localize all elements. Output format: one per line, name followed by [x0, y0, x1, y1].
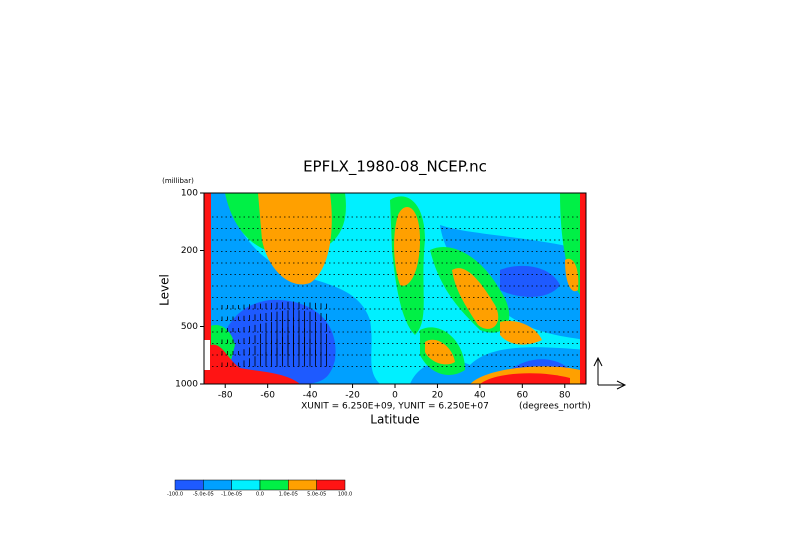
y-axis-title: Level	[158, 274, 172, 306]
contour-fill	[211, 344, 300, 384]
x-tick-label: -80	[218, 391, 233, 401]
x-tick-label: -60	[260, 391, 275, 401]
contour-fill	[565, 258, 579, 292]
y-tick-label: 200	[181, 246, 198, 256]
contour-field	[204, 193, 586, 384]
x-axis-title: Latitude	[370, 413, 419, 427]
x-tick-label: 20	[432, 391, 444, 401]
chart-title: EPFLX_1980-08_NCEP.nc	[303, 158, 487, 177]
reference-arrow-head	[593, 356, 603, 367]
colorbar-swatch	[259, 479, 289, 491]
missing-data	[204, 340, 210, 370]
flux-vectors	[212, 216, 580, 367]
colorbar-label: -100.0	[167, 492, 183, 498]
x-tick-label: 40	[474, 391, 486, 401]
contour-fill	[204, 193, 211, 384]
colorbar-swatch	[174, 479, 204, 491]
reference-vector	[593, 356, 627, 390]
colorbar-label: 0.0	[256, 492, 264, 498]
colorbar-label: 1.0e-05	[279, 492, 298, 498]
colorbar-swatch	[288, 479, 317, 491]
contour-fill	[580, 193, 586, 384]
contour-fill	[258, 193, 332, 285]
contour-fill	[425, 339, 455, 365]
colorbar-label: -5.0e-05	[193, 492, 214, 498]
contour-fill	[215, 299, 336, 384]
contour-fill	[480, 373, 570, 384]
x-tick-label: 80	[559, 391, 571, 401]
y-units: (millibar)	[162, 177, 194, 185]
y-tick-label: 1000	[175, 380, 198, 390]
vector-units: XUNIT = 6.250E+09, YUNIT = 6.250E+07	[301, 402, 489, 412]
contour-fill	[500, 265, 560, 297]
contour-fill	[394, 207, 420, 286]
colorbar-swatch	[231, 479, 261, 491]
contour-fill	[560, 193, 586, 300]
colorbar-label: -1.0e-05	[221, 492, 242, 498]
x-units: (degrees_north)	[519, 402, 591, 412]
contour-fill	[452, 268, 499, 329]
x-tick-label: -20	[345, 391, 360, 401]
colorbar-label: 100.0	[338, 492, 352, 498]
colorbar-swatch	[203, 479, 232, 491]
contour-fill	[500, 320, 542, 345]
reference-arrow-head	[616, 380, 627, 390]
x-tick-label: 60	[517, 391, 529, 401]
x-tick-label: 0	[392, 391, 398, 401]
colorbar-swatch	[316, 479, 346, 491]
y-tick-label: 500	[181, 322, 198, 332]
colorbar-label: 5.0e-05	[307, 492, 326, 498]
y-tick-label: 100	[181, 189, 198, 199]
colorbar: -100.0 -5.0e-05 -1.0e-05 0.0 1.0e-05 5.0e-05 1…	[167, 479, 352, 498]
x-tick-label: -40	[303, 391, 318, 401]
